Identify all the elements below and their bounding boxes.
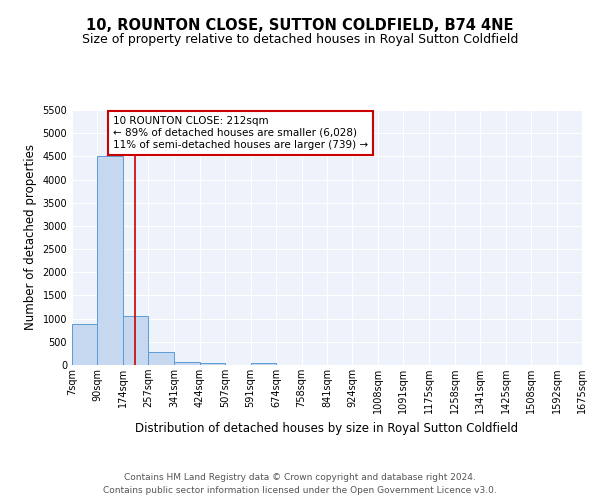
Text: Contains public sector information licensed under the Open Government Licence v3: Contains public sector information licen…: [103, 486, 497, 495]
Bar: [251, 362, 276, 365]
Y-axis label: Number of detached properties: Number of detached properties: [24, 144, 37, 330]
Bar: [148, 352, 174, 365]
Text: 10, ROUNTON CLOSE, SUTTON COLDFIELD, B74 4NE: 10, ROUNTON CLOSE, SUTTON COLDFIELD, B74…: [86, 18, 514, 32]
Bar: [97, 156, 123, 365]
Text: Size of property relative to detached houses in Royal Sutton Coldfield: Size of property relative to detached ho…: [82, 32, 518, 46]
X-axis label: Distribution of detached houses by size in Royal Sutton Coldfield: Distribution of detached houses by size …: [136, 422, 518, 434]
Bar: [199, 362, 225, 365]
Text: Contains HM Land Registry data © Crown copyright and database right 2024.: Contains HM Land Registry data © Crown c…: [124, 474, 476, 482]
Bar: [123, 316, 148, 365]
Bar: [174, 362, 199, 365]
Bar: [72, 324, 97, 365]
Text: 10 ROUNTON CLOSE: 212sqm
← 89% of detached houses are smaller (6,028)
11% of sem: 10 ROUNTON CLOSE: 212sqm ← 89% of detach…: [113, 116, 368, 150]
